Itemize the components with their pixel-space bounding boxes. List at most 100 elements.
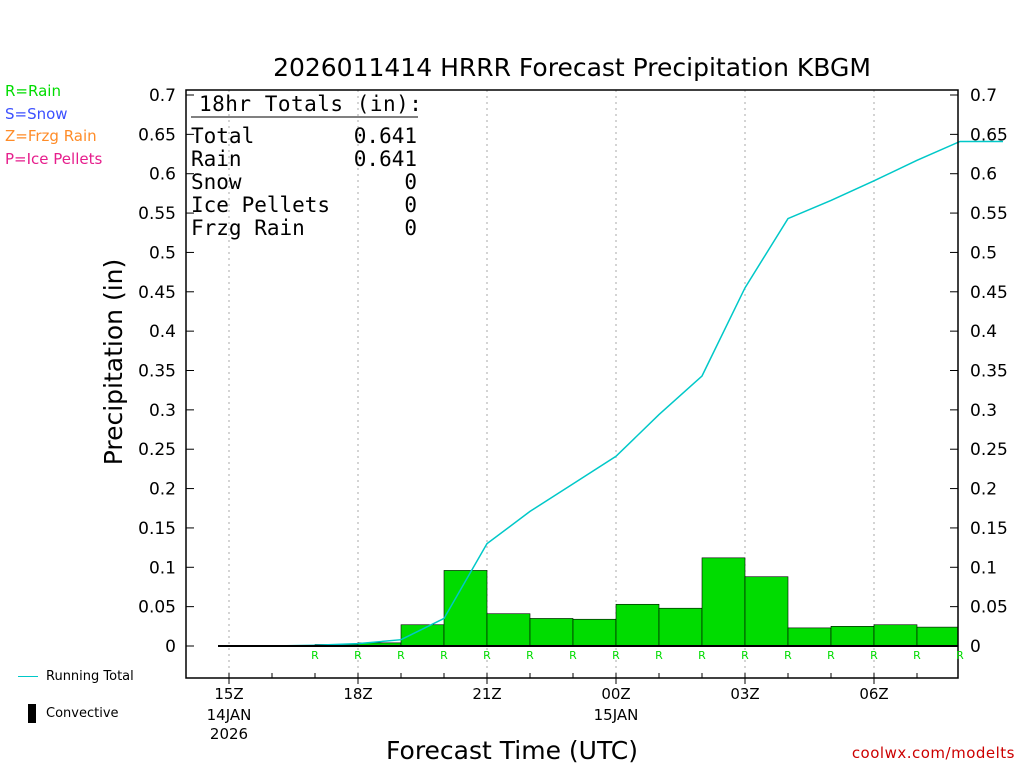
totals-row-label: Snow	[191, 170, 242, 194]
y-tick-label-right: 0.1	[970, 558, 997, 578]
ptype-marker: R	[612, 649, 620, 662]
ptype-legend-snow: S=Snow	[5, 104, 68, 123]
hourly-bar	[744, 576, 789, 647]
totals-row-label: Total	[191, 124, 254, 148]
totals-box: 18hr Totals (in): Total 0.641 Rain 0.641 Snow…	[191, 92, 422, 240]
y-tick-label-left: 0.25	[138, 440, 176, 460]
hourly-bar	[916, 626, 959, 647]
ptype-marker: R	[440, 649, 448, 662]
x-tick-label: 21Z	[472, 685, 501, 703]
convective-swatch	[28, 704, 36, 723]
axes	[185, 89, 959, 679]
ptype-legend-ice-pellets: P=Ice Pellets	[5, 149, 103, 168]
x-tick-label: 00Z	[601, 685, 630, 703]
ptype-marker: R	[526, 649, 534, 662]
y-tick-label-left: 0.65	[138, 125, 176, 145]
totals-row-value: 0.641	[354, 124, 417, 148]
y-tick-label-right: 0.15	[970, 519, 1008, 539]
ptype-legend-rain: R=Rain	[5, 82, 61, 100]
y-tick-label-right: 0.5	[970, 243, 997, 263]
totals-header: 18hr Totals (in):	[199, 92, 422, 116]
totals-row-label: Frzg Rain	[191, 216, 305, 240]
y-tick-label-right: 0.45	[970, 283, 1008, 303]
totals-row-label: Ice Pellets	[191, 193, 330, 217]
legend-running-total: Running Total	[18, 669, 134, 684]
x-tick-label: 06Z	[859, 685, 888, 703]
chart-title: 2026011414 HRRR Forecast Precipitation K…	[273, 53, 871, 82]
hourly-bar	[830, 626, 875, 647]
x-tick-label: 18Z	[343, 685, 372, 703]
y-tick-label-right: 0.65	[970, 125, 1008, 145]
y-tick-label-right: 0.7	[970, 86, 997, 106]
y-tick-label-right: 0.3	[970, 401, 997, 421]
hourly-bar	[486, 613, 531, 647]
ptype-legend: R=Rain S=Snow Z=Frzg Rain P=Ice Pellets	[5, 80, 102, 170]
y-tick-label-right: 0.2	[970, 480, 997, 500]
hourly-bars	[314, 557, 959, 647]
ptype-marker: R	[870, 649, 878, 662]
totals-row-value: 0.641	[354, 147, 417, 171]
hourly-bar	[787, 627, 832, 647]
ptype-marker: R	[655, 649, 663, 662]
y-tick-label-left: 0.6	[149, 165, 176, 185]
y-tick-label-left: 0.05	[138, 598, 176, 618]
plot-frame	[185, 89, 959, 679]
x-tick-date: 15JAN	[594, 706, 639, 724]
ptype-marker: R	[397, 649, 405, 662]
y-tick-label-left: 0.35	[138, 362, 176, 382]
hourly-bar	[443, 570, 488, 647]
legend-convective-label: Convective	[46, 706, 119, 721]
x-tick-year: 2026	[210, 725, 248, 743]
running-total-series	[229, 140, 1003, 647]
y-axis-left: 0 0.05 0.1 0.15 0.2 0.25 0.3 0.35 0.4 0.45 0.5 0.55…	[138, 86, 194, 657]
y-tick-label-right: 0.4	[970, 322, 997, 342]
totals-row-value: 0	[404, 170, 417, 194]
legend-running-total-label: Running Total	[46, 669, 134, 684]
hourly-bar	[658, 607, 703, 647]
x-tick-date: 14JAN	[207, 706, 252, 724]
ptype-marker: R	[311, 649, 319, 662]
y-tick-label-left: 0.3	[149, 401, 176, 421]
totals-row-label: Rain	[191, 147, 242, 171]
ptype-marker: R	[569, 649, 577, 662]
totals-row-value: 0	[404, 193, 417, 217]
totals-row-value: 0	[404, 216, 417, 240]
hourly-bar	[873, 624, 918, 647]
y-tick-label-right: 0.25	[970, 440, 1008, 460]
running-total-swatch	[18, 676, 38, 677]
y-tick-label-right: 0.35	[970, 362, 1008, 382]
y-axis-right: 0 0.05 0.1 0.15 0.2 0.25 0.3 0.35 0.4 0.45 0.5 0.55…	[950, 86, 1008, 657]
x-axis-label: Forecast Time (UTC)	[386, 736, 638, 765]
ptype-marker: R	[956, 649, 964, 662]
ptype-marker: R	[354, 649, 362, 662]
footer-credit: coolwx.com/modelts	[851, 744, 1015, 762]
y-tick-label-left: 0.45	[138, 283, 176, 303]
y-tick-label-left: 0	[165, 637, 176, 657]
y-tick-label-right: 0.05	[970, 598, 1008, 618]
y-tick-label-right: 0	[970, 637, 981, 657]
legend-convective: Convective	[18, 704, 119, 723]
y-tick-label-left: 0.5	[149, 243, 176, 263]
y-tick-label-right: 0.6	[970, 165, 997, 185]
grid-lines	[228, 90, 875, 678]
hourly-bar	[529, 618, 574, 647]
ptype-marker: R	[741, 649, 749, 662]
ptype-marker: R	[913, 649, 921, 662]
hourly-bar	[615, 603, 660, 647]
ptype-marker: R	[483, 649, 491, 662]
y-tick-label-left: 0.4	[149, 322, 176, 342]
running-total-line	[229, 140, 1003, 647]
x-tick-label: 15Z	[214, 685, 243, 703]
y-tick-label-left: 0.2	[149, 480, 176, 500]
ptype-marker: R	[698, 649, 706, 662]
hourly-bar	[572, 618, 617, 647]
ptype-marker: R	[784, 649, 792, 662]
hourly-bar	[400, 624, 445, 647]
ptype-marker: R	[827, 649, 835, 662]
y-tick-label-left: 0.15	[138, 519, 176, 539]
y-tick-label-left: 0.1	[149, 558, 176, 578]
y-tick-label-left: 0.55	[138, 204, 176, 224]
